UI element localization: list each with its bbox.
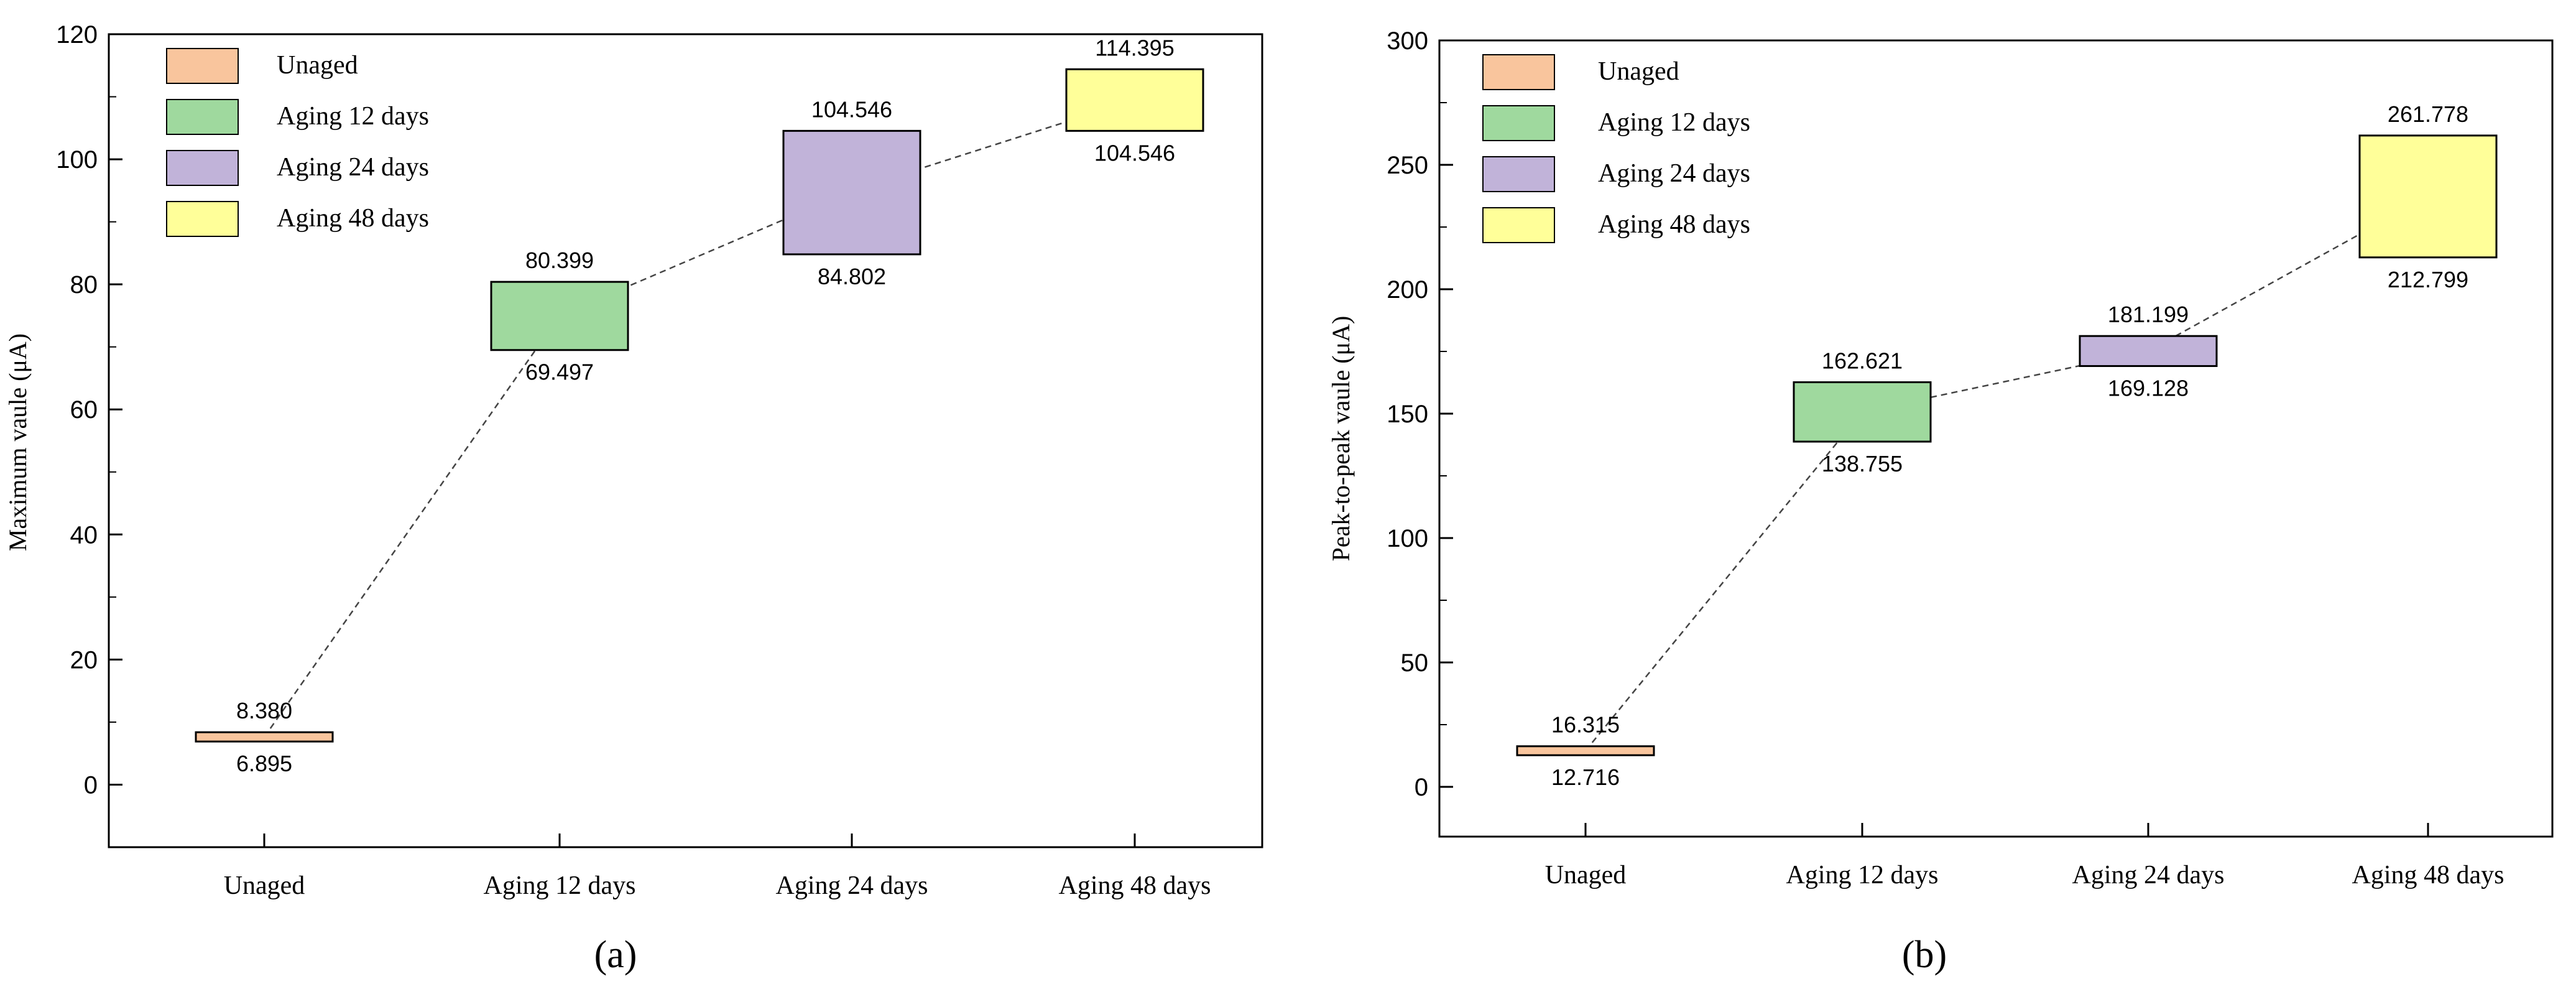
box-high-label: 104.546 [811,96,892,122]
mean-trend-line [1585,195,2429,751]
box-low-label: 6.895 [236,751,292,776]
legend-swatch [166,99,239,135]
legend-label: Aging 12 days [1598,108,1750,137]
x-tick-label: Aging 24 days [776,871,928,900]
box-high-label: 261.778 [2388,101,2468,127]
y-tick-label: 120 [56,21,98,49]
y-tick-label: 100 [1387,525,1428,552]
legend-label: Aging 12 days [277,102,429,131]
box-low-label: 84.802 [818,264,886,289]
x-tick-label: Aging 48 days [1059,871,1211,900]
x-tick-label: Unaged [224,871,305,900]
range-box [490,281,629,351]
legend-label: Unaged [1598,57,1679,86]
y-tick-label: 300 [1387,27,1428,55]
y-tick-label: 20 [70,646,98,674]
legend-swatch [1482,156,1555,192]
panel-label: (a) [594,934,637,976]
range-box [1065,68,1204,132]
y-tick-label: 40 [70,521,98,549]
range-box [2358,134,2498,259]
panel-label: (b) [1902,934,1947,976]
range-box [195,731,334,743]
legend-label: Aging 48 days [277,204,429,233]
x-tick-label: Unaged [1545,861,1627,889]
y-tick-label: 50 [1401,649,1429,677]
legend-swatch [166,48,239,84]
range-box [1793,381,1932,443]
y-axis-label: Peak-to-peak vaule (μA) [1327,316,1355,562]
box-low-label: 104.546 [1094,140,1175,165]
box-high-label: 114.395 [1095,35,1174,60]
legend-swatch [1482,207,1555,243]
box-high-label: 181.199 [2108,302,2189,327]
range-box [1516,745,1655,756]
x-tick-label: Aging 12 days [484,871,636,900]
y-tick-label: 0 [1415,774,1428,801]
box-low-label: 169.128 [2108,375,2189,401]
y-tick-label: 60 [70,396,98,424]
chart-panel-b: 0 50 100 150 200 250 300 Peak-to-peak vaule (μA… [1327,27,2554,976]
legend-swatch [166,150,239,186]
chart-panel-a: 0 20 40 60 80 100 120 Maximum vaule (μA) Unaged A… [4,21,1263,976]
box-high-label: 162.621 [1822,348,1903,374]
box-high-label: 80.399 [525,248,594,273]
legend-swatch [166,201,239,237]
legend-label: Unaged [277,51,358,80]
y-tick-label: 80 [70,271,98,299]
y-tick-label: 250 [1387,152,1428,179]
legend-label: Aging 48 days [1598,210,1750,239]
x-tick-label: Aging 24 days [2072,861,2225,889]
x-tick-label: Aging 12 days [1786,861,1939,889]
x-tick-label: Aging 48 days [2352,861,2504,889]
box-low-label: 212.799 [2388,267,2468,292]
legend-label: Aging 24 days [1598,159,1750,188]
mean-trend-line [263,99,1135,738]
plot-frame [1438,39,2554,838]
legend-label: Aging 24 days [277,153,429,182]
y-tick-label: 0 [84,771,98,799]
range-box [782,129,921,256]
box-low-label: 138.755 [1822,451,1903,476]
legend-swatch [1482,54,1555,90]
plot-frame [108,33,1263,848]
y-axis-label: Maximum vaule (μA) [4,333,32,551]
box-high-label: 8.380 [236,698,292,723]
y-tick-label: 150 [1387,401,1428,428]
box-low-label: 69.497 [525,360,594,385]
box-high-label: 16.315 [1551,712,1620,738]
y-tick-label: 100 [56,146,98,174]
legend-swatch [1482,105,1555,141]
box-low-label: 12.716 [1551,764,1620,790]
y-tick-label: 200 [1387,276,1428,304]
range-box [2079,335,2218,367]
